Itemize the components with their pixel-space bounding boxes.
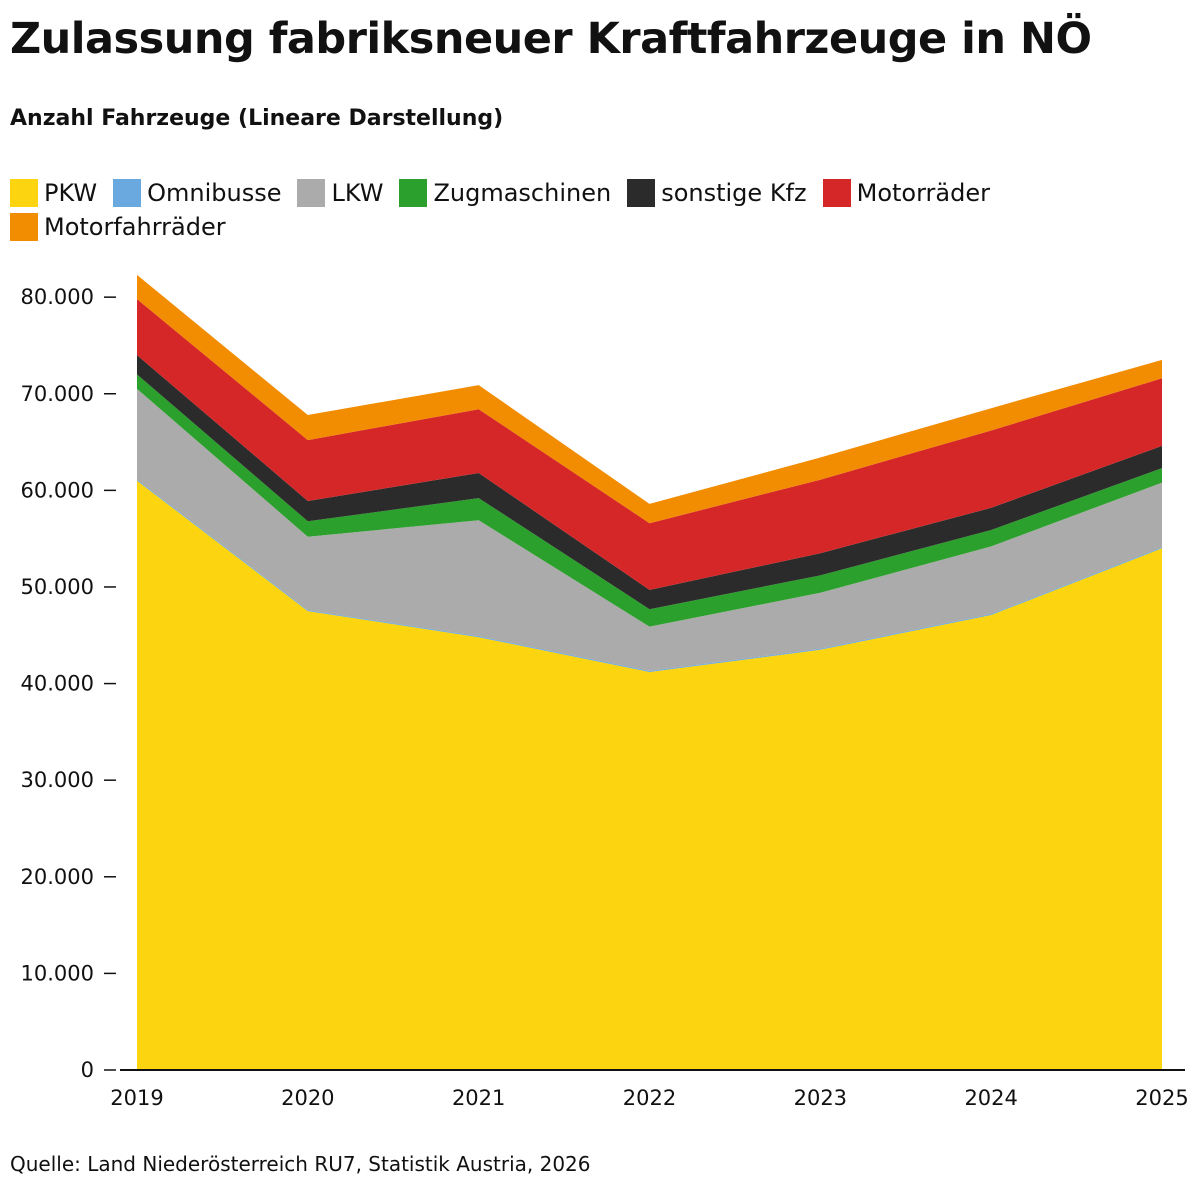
area-pkw: [137, 480, 1162, 1070]
legend-swatch: [399, 179, 428, 207]
area-motorr-der: [137, 299, 1162, 590]
x-tick-label: 2025: [1135, 1086, 1188, 1110]
y-tick-label: 80.000: [21, 285, 94, 309]
legend-label: PKW: [44, 179, 98, 207]
legend-swatch: [113, 179, 142, 207]
legend-label: Zugmaschinen: [433, 179, 612, 207]
legend-item-pkw: PKW: [10, 176, 97, 210]
legend-label: sonstige Kfz: [661, 179, 807, 207]
y-tick-label: 50.000: [21, 575, 94, 599]
y-tick-label: 0: [81, 1058, 94, 1082]
legend-item-omnibusse: Omnibusse: [113, 176, 281, 210]
legend-item-lkw: LKW: [297, 176, 383, 210]
legend-swatch: [627, 179, 656, 207]
x-tick-label: 2019: [110, 1086, 163, 1110]
legend-item-zugmaschinen: Zugmaschinen: [399, 176, 611, 210]
y-tick-label: 60.000: [21, 478, 94, 502]
legend-label: Motorfahrräder: [44, 213, 226, 241]
legend-swatch: [822, 179, 851, 207]
legend-swatch: [297, 179, 326, 207]
area-lkw: [137, 388, 1162, 671]
y-tick-label: 70.000: [21, 382, 94, 406]
x-tick-label: 2021: [452, 1086, 505, 1110]
area-sonstige-kfz: [137, 355, 1162, 610]
legend-label: Motorräder: [856, 179, 990, 207]
axes: 0 10.000 20.000 30.000 40.000 50.000 60.000 70.…: [21, 285, 1189, 1110]
chart-subtitle: Anzahl Fahrzeuge (Lineare Darstellung): [10, 106, 504, 131]
legend-label: Omnibusse: [147, 179, 282, 207]
legend-item-sonstige-kfz: sonstige Kfz: [627, 176, 807, 210]
y-tick-label: 40.000: [21, 672, 94, 696]
x-tick-label: 2020: [281, 1086, 334, 1110]
y-tick-label: 20.000: [21, 865, 94, 889]
source-note: Quelle: Land Niederösterreich RU7, Stati…: [10, 1152, 591, 1176]
area-layers: [137, 274, 1162, 1070]
legend: PKW Omnibusse LKW Zugmaschinen sonstige Kfz M…: [10, 176, 1090, 244]
x-tick-label: 2022: [623, 1086, 676, 1110]
legend-item-motorfahrr-der: Motorfahrräder: [10, 210, 226, 244]
legend-label: LKW: [331, 179, 384, 207]
area-zugmaschinen: [137, 374, 1162, 627]
chart-title: Zulassung fabriksneuer Kraftfahrzeuge in…: [10, 14, 1092, 64]
x-tick-label: 2024: [964, 1086, 1017, 1110]
x-tick-label: 2023: [794, 1086, 847, 1110]
y-tick-label: 10.000: [21, 961, 94, 985]
y-tick-label: 30.000: [21, 768, 94, 792]
legend-item-motorr-der: Motorräder: [822, 176, 990, 210]
area-omnibusse: [137, 479, 1162, 672]
legend-swatch: [10, 179, 38, 207]
legend-swatch: [10, 213, 38, 241]
